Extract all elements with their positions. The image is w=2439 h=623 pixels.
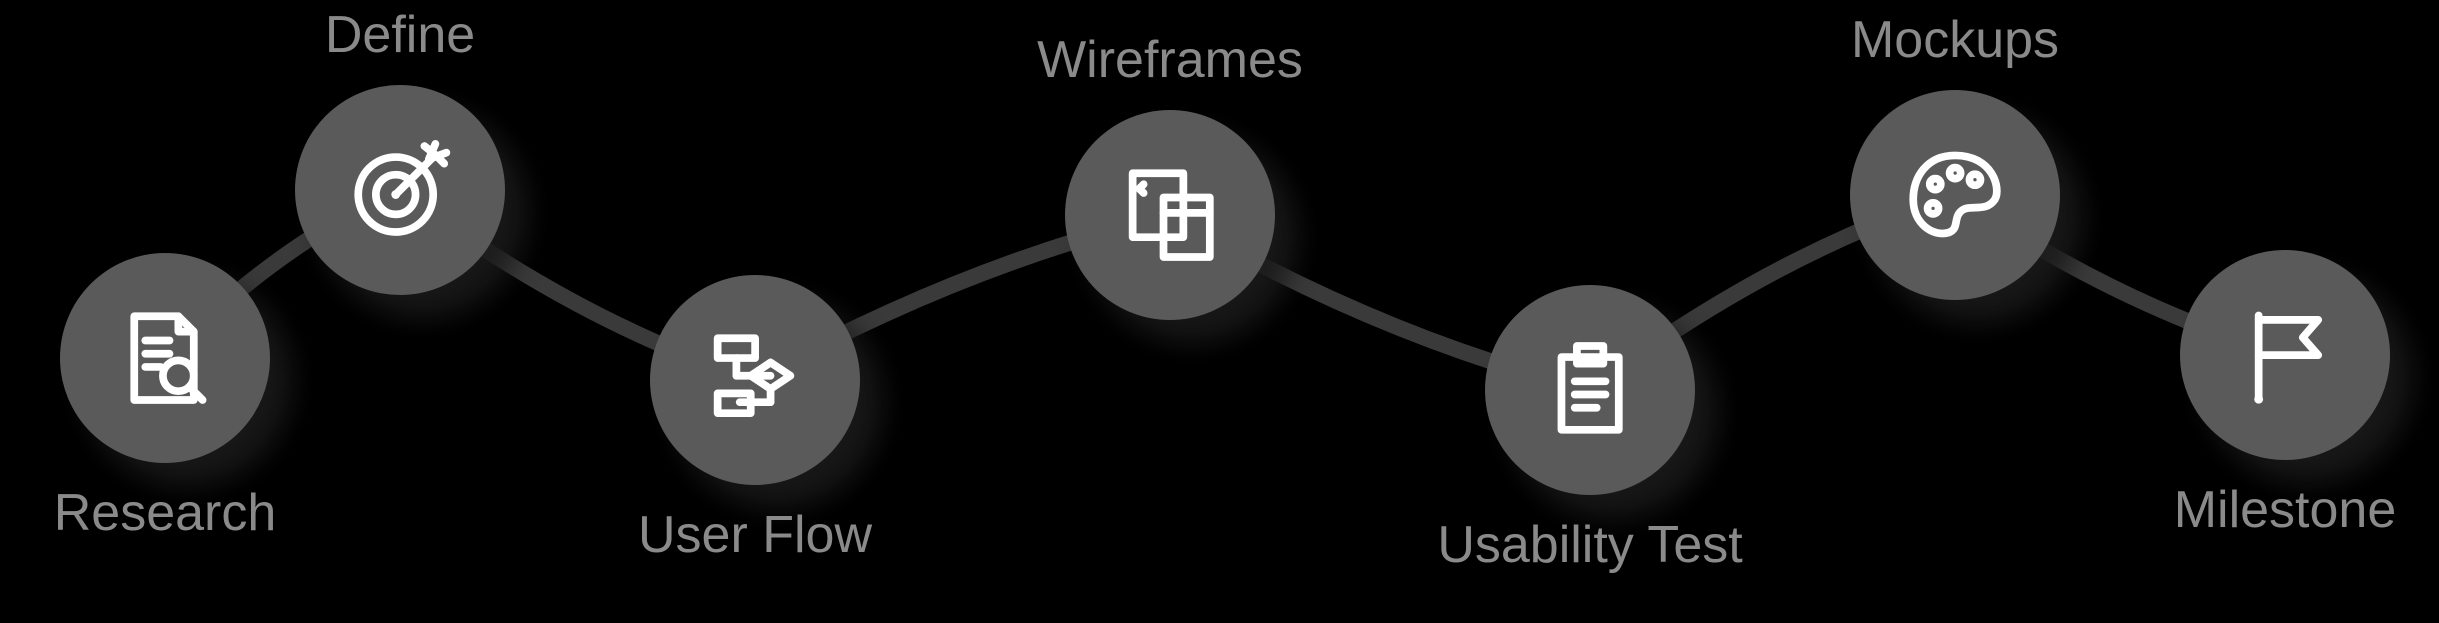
label-usability: Usability Test [1437,515,1742,575]
label-wireframes: Wireframes [1037,30,1303,90]
label-research: Research [54,483,277,543]
node-define [295,85,505,295]
flag-icon [2230,300,2340,410]
node-userflow [650,275,860,485]
palette-icon [1900,140,2010,250]
label-milestone: Milestone [2174,480,2397,540]
document-search-icon [110,303,220,413]
wireframes-icon [1115,160,1225,270]
node-wireframes [1065,110,1275,320]
target-arrow-icon [345,135,455,245]
clipboard-icon [1535,335,1645,445]
node-milestone [2180,250,2390,460]
node-mockups [1850,90,2060,300]
node-research [60,253,270,463]
flowchart-icon [700,325,810,435]
label-define: Define [325,5,475,65]
label-userflow: User Flow [638,505,872,565]
label-mockups: Mockups [1851,10,2059,70]
node-usability [1485,285,1695,495]
